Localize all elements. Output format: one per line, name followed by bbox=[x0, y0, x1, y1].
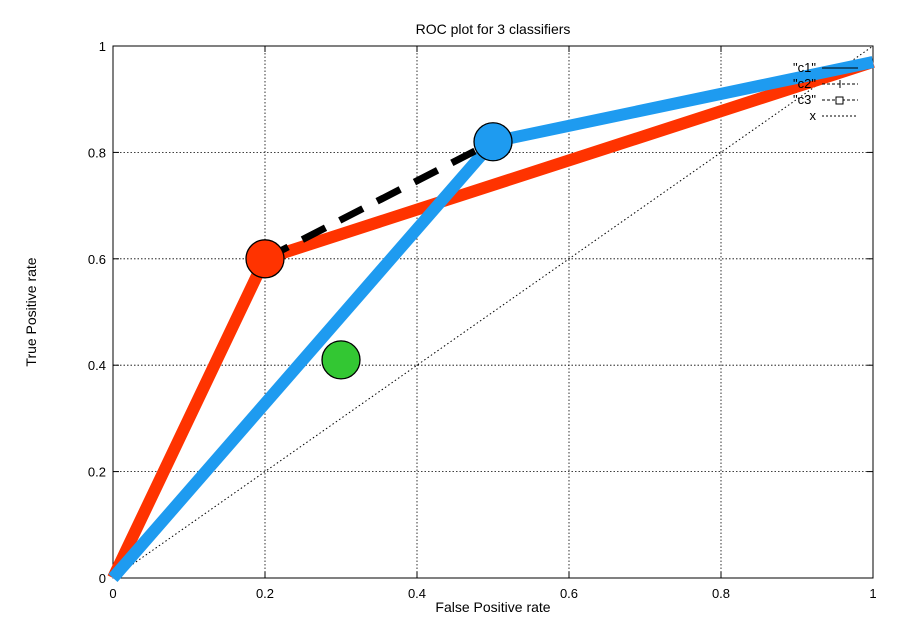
operating-point-marker bbox=[473, 122, 513, 162]
x-tick-label: 0.8 bbox=[712, 586, 730, 601]
x-axis-label: False Positive rate bbox=[435, 599, 550, 615]
legend-label: "c1" bbox=[793, 60, 816, 75]
x-tick-label: 0.2 bbox=[256, 586, 274, 601]
legend-label: "c2" bbox=[793, 76, 816, 91]
y-tick-label: 1 bbox=[99, 39, 106, 54]
y-tick-label: 0 bbox=[99, 571, 106, 586]
x-tick-label: 0.6 bbox=[560, 586, 578, 601]
plot-frame bbox=[112, 45, 874, 579]
legend-label: "c3" bbox=[793, 92, 816, 107]
hull-dashed-segment bbox=[263, 138, 495, 262]
x-tick-label: 1 bbox=[869, 586, 876, 601]
x-tick-label: 0 bbox=[109, 586, 116, 601]
legend-label: x bbox=[810, 108, 817, 123]
operating-point-marker bbox=[321, 340, 361, 380]
y-tick-label: 0.8 bbox=[88, 145, 106, 160]
chart-title: ROC plot for 3 classifiers bbox=[416, 21, 571, 37]
x-tick-label: 0.4 bbox=[408, 586, 426, 601]
diagonal-reference-line bbox=[112, 45, 874, 579]
y-tick-label: 0.6 bbox=[88, 252, 106, 267]
operating-point-marker bbox=[245, 239, 285, 279]
y-tick-label: 0.4 bbox=[88, 358, 106, 373]
y-axis-ticks: 0 0.2 0.4 0.6 0.8 1 bbox=[88, 39, 873, 586]
y-axis-label: True Positive rate bbox=[23, 257, 39, 366]
marker-layer bbox=[245, 122, 513, 380]
x-axis-ticks: 0 0.2 0.4 0.6 0.8 1 bbox=[109, 46, 877, 601]
legend: "c1""c2""c3"x bbox=[793, 60, 858, 123]
legend-square-marker bbox=[835, 96, 844, 105]
grid bbox=[113, 46, 873, 578]
y-tick-label: 0.2 bbox=[88, 465, 106, 480]
